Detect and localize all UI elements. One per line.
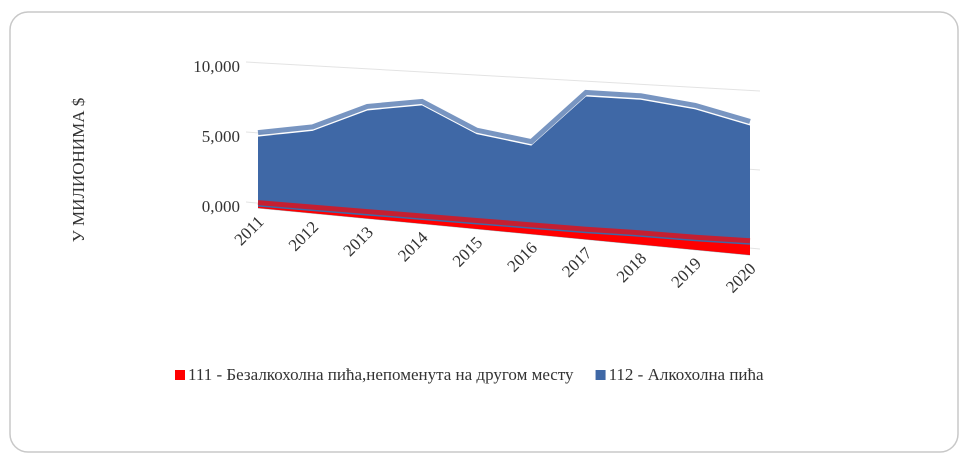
legend-swatch: [595, 370, 606, 380]
legend-swatch: [175, 370, 185, 380]
area: [258, 96, 750, 255]
y-tick-label: 10,000: [193, 57, 240, 76]
grid-line: [245, 61, 761, 92]
area-top: [257, 89, 751, 145]
y-tick-label: 5,000: [202, 127, 240, 146]
y-tick-label: 0,000: [202, 197, 240, 216]
area-top: [257, 200, 751, 244]
legend-label: 112 - Алкохолна пића: [609, 365, 764, 384]
area: [258, 206, 750, 255]
legend-label: 111 - Безалкохолна пића,непоменута на др…: [188, 365, 574, 384]
chart-frame: [9, 11, 959, 453]
y-axis-label: У МИЛИОНИМА $: [69, 98, 88, 242]
